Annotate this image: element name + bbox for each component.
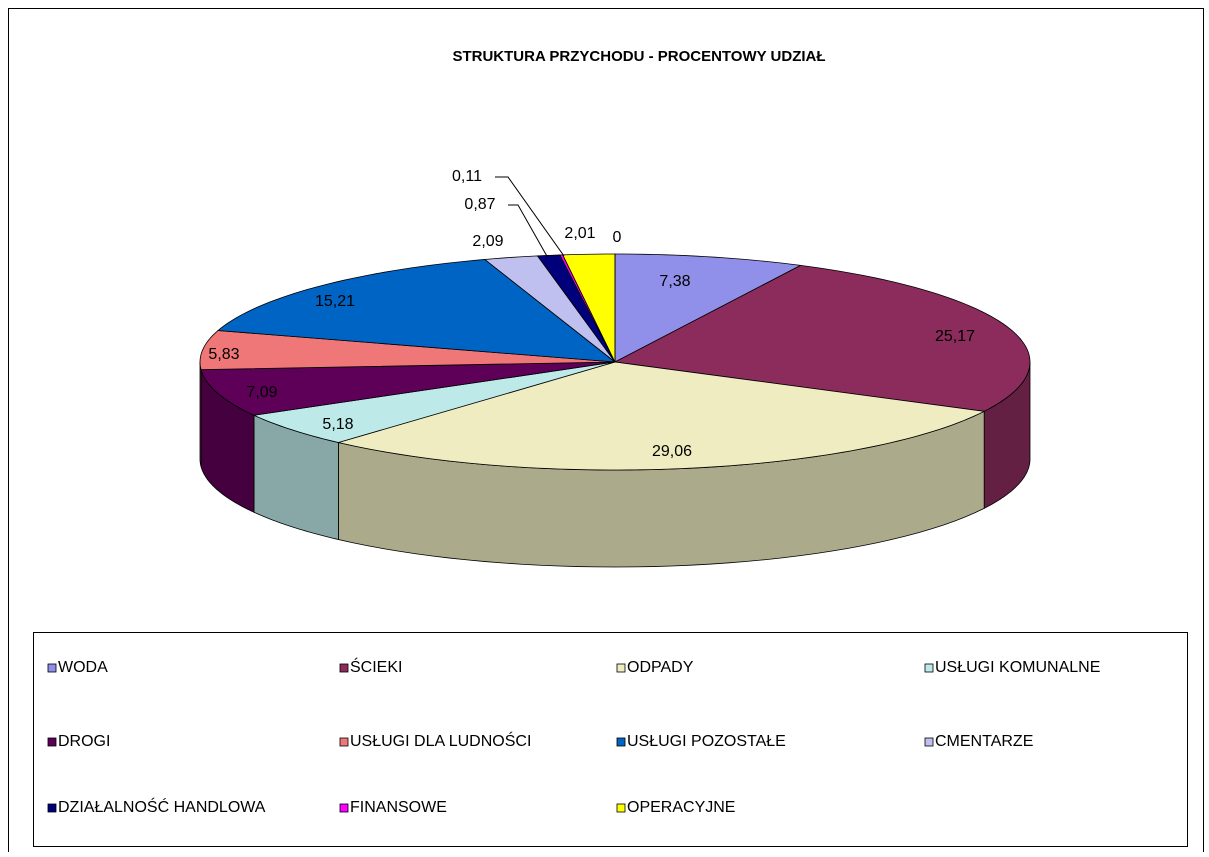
legend-label: USŁUGI KOMUNALNE <box>935 659 1100 676</box>
legend-label: USŁUGI POZOSTAŁE <box>627 733 786 750</box>
data-label: 2,09 <box>472 233 503 250</box>
legend-swatch <box>339 803 349 813</box>
slice <box>562 253 616 363</box>
data-label: 29,06 <box>652 443 692 460</box>
legend-label: OPERACYJNE <box>627 799 735 816</box>
legend-label: FINANSOWE <box>350 799 447 816</box>
data-label: 5,83 <box>208 346 239 363</box>
data-label: 7,09 <box>246 384 277 401</box>
legend-label: ŚCIEKI <box>350 657 402 676</box>
legend-swatch <box>924 663 934 673</box>
data-label: 5,18 <box>322 416 353 433</box>
legend-label: USŁUGI DLA LUDNOŚCI <box>350 731 531 750</box>
legend-label: ODPADY <box>627 659 694 676</box>
data-label: 7,38 <box>659 273 690 290</box>
chart-frame <box>8 8 1204 857</box>
legend-swatch <box>47 803 57 813</box>
slice-side <box>199 361 202 467</box>
data-label: 25,17 <box>935 328 975 345</box>
chart-title: STRUKTURA PRZYCHODU - PROCENTOWY UDZIAŁ <box>452 48 825 65</box>
slice <box>252 361 616 443</box>
slice <box>217 259 617 363</box>
legend-swatch <box>924 737 934 747</box>
data-label: 0,87 <box>464 196 495 213</box>
data-label: 15,21 <box>315 293 355 310</box>
slice <box>614 253 802 363</box>
leader-line <box>508 204 549 259</box>
legend-box <box>33 632 1188 847</box>
legend-label: DROGI <box>58 733 110 750</box>
slice <box>200 361 616 416</box>
data-label: 0,11 <box>452 168 482 185</box>
legend-swatch <box>47 737 57 747</box>
legend-swatch <box>616 737 626 747</box>
legend-swatch <box>47 663 57 673</box>
slice <box>199 330 616 370</box>
legend-swatch <box>616 803 626 813</box>
legend-swatch <box>339 663 349 673</box>
data-label: 0 <box>613 229 622 246</box>
leader-line <box>495 176 565 257</box>
legend-swatch <box>616 663 626 673</box>
legend-label: CMENTARZE <box>935 733 1033 750</box>
legend-swatch <box>339 737 349 747</box>
legend-label: WODA <box>58 659 108 676</box>
legend-label: DZIAŁALNOŚĆ HANDLOWA <box>58 797 266 816</box>
slice <box>483 255 616 363</box>
data-label: 2,01 <box>564 225 595 242</box>
slice <box>336 361 986 471</box>
slice <box>613 264 1031 412</box>
